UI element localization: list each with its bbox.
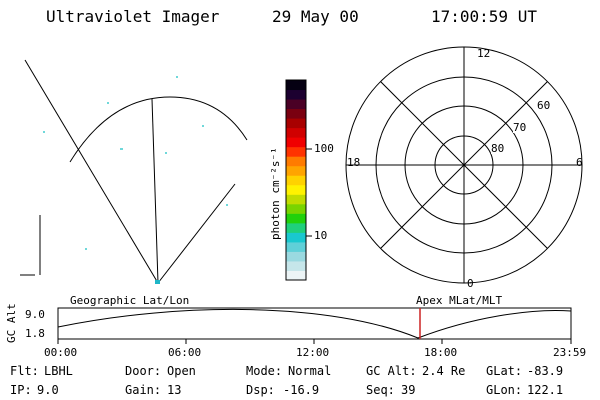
x-tick-1200: 12:00 [296, 346, 330, 359]
geo-speck [120, 148, 123, 150]
x-tick-0000: 00:00 [44, 346, 78, 359]
colorbar-cell [286, 137, 306, 148]
colorbar-cell [286, 270, 306, 281]
geo-panel-label: Geographic Lat/Lon [70, 294, 190, 307]
colorbar-tick-100: 100 [314, 142, 334, 155]
x-tick-1800: 18:00 [424, 346, 458, 359]
instrument-title: Ultraviolet Imager [46, 7, 220, 26]
colorbar-cell [286, 80, 306, 91]
geo-meridian-center [151, 98, 159, 284]
door-label: Door: [125, 364, 162, 378]
geo-speck [165, 152, 167, 154]
colorbar-tick-10: 10 [314, 229, 328, 242]
polar-panel-label: Apex MLat/MLT [416, 294, 503, 307]
ip-label: IP: [10, 383, 32, 397]
y-tick-1.8: 1.8 [25, 327, 45, 340]
polar-axis-diag1 [380, 81, 548, 249]
geo-arc [69, 96, 248, 163]
altitude-axis-label: GC Alt [5, 303, 18, 343]
colorbar-cell [286, 232, 306, 243]
gcalt-value: 2.4 Re [422, 364, 466, 378]
colorbar-cell [286, 184, 306, 195]
geo-speck [155, 280, 160, 284]
gain-value: 13 [167, 383, 182, 397]
polar-axis-diag2 [380, 81, 548, 249]
date-text: 29 May 00 [272, 7, 359, 26]
geo-speck [85, 248, 87, 250]
polar-ring-80 [434, 135, 494, 195]
seq-value: 39 [401, 383, 416, 397]
mlt-label-18: 18 [347, 156, 361, 169]
colorbar-cell [286, 241, 306, 252]
geo-speck [226, 204, 228, 206]
mlt-label-12: 12 [477, 47, 491, 60]
geo-meridian-left [24, 59, 159, 284]
geo-speck [43, 131, 45, 133]
colorbar-gradient [286, 80, 306, 281]
filter-label: Flt: [10, 364, 39, 378]
geo-meridian-right [157, 183, 236, 284]
ip-value: 9.0 [37, 383, 59, 397]
dsp-value: -16.9 [283, 383, 320, 397]
mode-value: Normal [288, 364, 332, 378]
geo-speck [107, 102, 109, 104]
mlat-label-70: 70 [513, 121, 527, 134]
colorbar-cell [286, 194, 306, 205]
time-text: 17:00:59 UT [431, 7, 537, 26]
polar-ring-50 [345, 46, 583, 284]
colorbar-cell [286, 251, 306, 262]
door-value: Open [167, 364, 196, 378]
geo-speck [202, 125, 204, 127]
geo-speck [176, 76, 178, 78]
altitude-frame [57, 307, 572, 340]
colorbar-cell [286, 146, 306, 157]
colorbar-cell [286, 222, 306, 233]
colorbar-cell [286, 260, 306, 271]
dsp-label: Dsp: [246, 383, 275, 397]
mlt-label-6: 6 [576, 156, 583, 169]
glon-label: GLon: [486, 383, 523, 397]
polar-ring-70 [404, 105, 524, 225]
colorbar-cell [286, 108, 306, 119]
colorbar-unit-label: photon cm⁻²s⁻¹ [269, 147, 282, 240]
colorbar-cell [286, 118, 306, 129]
colorbar-frame [285, 79, 307, 281]
filter-value: LBHL [44, 364, 73, 378]
gain-label: Gain: [125, 383, 162, 397]
y-tick-9: 9.0 [25, 308, 45, 321]
glat-value: -83.9 [527, 364, 564, 378]
mlat-label-80: 80 [491, 142, 505, 155]
polar-ring-60 [375, 76, 553, 254]
gcalt-label: GC Alt: [366, 364, 417, 378]
colorbar-cell [286, 127, 306, 138]
x-tick-0600: 06:00 [168, 346, 202, 359]
colorbar-cell [286, 99, 306, 110]
x-tick-2359: 23:59 [553, 346, 587, 359]
colorbar-cell [286, 203, 306, 214]
seq-label: Seq: [366, 383, 395, 397]
colorbar-cell [286, 213, 306, 224]
colorbar-cell [286, 156, 306, 167]
glat-label: GLat: [486, 364, 523, 378]
mlt-label-0: 0 [467, 277, 474, 290]
colorbar-cell [286, 165, 306, 176]
mlat-label-60: 60 [537, 99, 551, 112]
glon-value: 122.1 [527, 383, 564, 397]
mode-label: Mode: [246, 364, 283, 378]
altitude-curve [57, 308, 572, 339]
colorbar-cell [286, 89, 306, 100]
colorbar-cell [286, 175, 306, 186]
